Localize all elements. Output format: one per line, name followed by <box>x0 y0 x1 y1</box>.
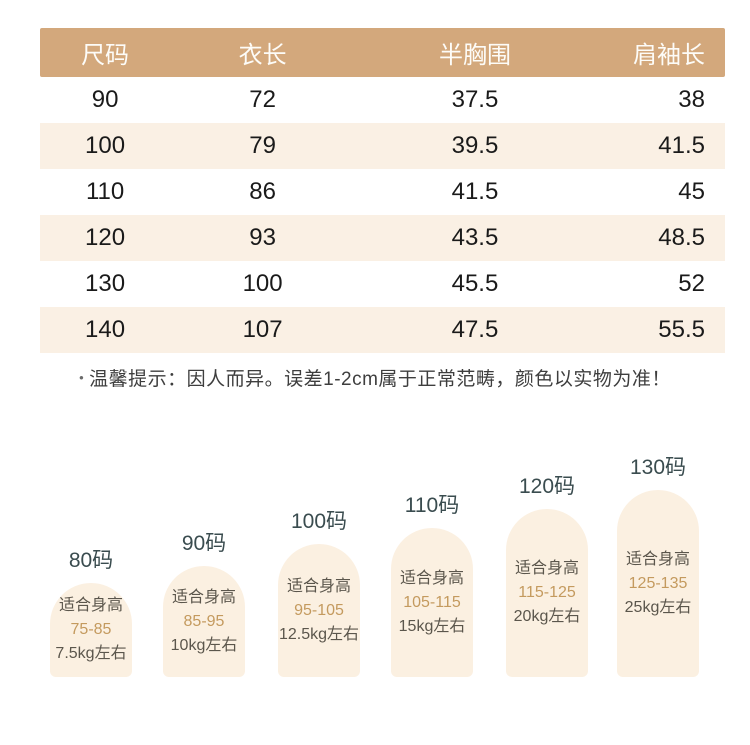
bar-height-range: 125-135 <box>628 574 688 592</box>
bar-weight: 10kg左右 <box>170 636 238 654</box>
table-cell: 72 <box>249 86 276 113</box>
table-row: 140 107 47.5 55.5 <box>40 307 725 353</box>
bar-shape: 适合身高 95-105 12.5kg左右 <box>278 544 360 677</box>
bar-height-range: 95-105 <box>294 601 344 619</box>
bar-fit-height-title: 适合身高 <box>399 569 464 587</box>
table-cell: 79 <box>249 132 276 159</box>
table-cell: 47.5 <box>451 316 499 343</box>
height-weight-bar-chart: 80码 适合身高 75-85 7.5kg左右 90码 适合身高 85-95 10kg左右 100… <box>0 440 750 745</box>
table-cell: 93 <box>249 224 276 251</box>
table-cell: 86 <box>249 178 276 205</box>
size-bar-group: 120码适合身高 115-125 20kg左右 <box>506 475 588 677</box>
bar-size-label: 80码 <box>68 549 114 572</box>
size-bar-group: 80码适合身高 75-85 7.5kg左右 <box>50 549 132 677</box>
bar-fit-height-title: 适合身高 <box>625 550 690 568</box>
bar-weight: 15kg左右 <box>398 617 466 635</box>
note-bullet-icon: • <box>79 370 85 385</box>
table-cell: 39.5 <box>451 132 499 159</box>
table-cell: 52 <box>678 270 705 297</box>
table-cell: 37.5 <box>451 86 499 113</box>
table-row: 110 86 41.5 45 <box>40 169 725 215</box>
table-cell: 130 <box>85 270 126 297</box>
table-cell: 41.5 <box>658 132 705 159</box>
bar-shape: 适合身高 115-125 20kg左右 <box>506 509 588 677</box>
table-cell: 55.5 <box>658 316 705 343</box>
size-bar-group: 100码适合身高 95-105 12.5kg左右 <box>278 510 360 677</box>
bar-height-range: 85-95 <box>183 612 225 630</box>
bar-shape: 适合身高 75-85 7.5kg左右 <box>50 583 132 677</box>
header-cell-1: 尺码 <box>81 42 130 69</box>
bar-size-label: 90码 <box>181 532 227 555</box>
bar-height-range: 105-115 <box>403 593 461 611</box>
table-cell: 45 <box>678 178 705 205</box>
size-bar-group: 110码适合身高 105-115 15kg左右 <box>391 494 473 677</box>
header-cell-2: 衣长 <box>238 42 287 69</box>
bar-height-range: 115-125 <box>518 584 576 601</box>
bar-weight: 7.5kg左右 <box>55 645 127 662</box>
table-cell: 90 <box>91 86 119 113</box>
table-row: 130 100 45.5 52 <box>40 261 725 307</box>
table-row: 120 93 43.5 48.5 <box>40 215 725 261</box>
table-cell: 38 <box>678 86 705 113</box>
note-text: 温馨提示：因人而异。误差1-2cm属于正常范畴，颜色以实物为准！ <box>89 369 671 390</box>
bar-shape: 适合身高 105-115 15kg左右 <box>391 528 473 677</box>
size-table: 尺码 衣长 半胸围 肩袖长 90 72 37.5 38 100 79 39.5 41.5 110 86 4… <box>40 28 725 353</box>
table-cell: 107 <box>242 316 283 343</box>
bar-weight: 25kg左右 <box>624 598 692 616</box>
bar-fit-height-title: 适合身高 <box>58 597 123 614</box>
table-cell: 48.5 <box>658 224 705 251</box>
table-cell: 120 <box>85 224 126 251</box>
bar-size-label: 110码 <box>404 494 460 517</box>
table-cell: 100 <box>85 132 126 159</box>
size-table-header-row: 尺码 衣长 半胸围 肩袖长 <box>40 28 725 77</box>
bar-height-range: 75-85 <box>70 621 112 638</box>
table-cell: 43.5 <box>451 224 499 251</box>
table-row: 90 72 37.5 38 <box>40 77 725 123</box>
tip-note: • 温馨提示：因人而异。误差1-2cm属于正常范畴，颜色以实物为准！ <box>0 364 750 391</box>
table-cell: 100 <box>242 270 283 297</box>
bar-weight: 12.5kg左右 <box>278 625 360 643</box>
header-cell-4: 肩袖长 <box>632 42 705 69</box>
bar-size-label: 100码 <box>290 510 348 533</box>
header-cell-3: 半胸围 <box>438 42 511 69</box>
bar-fit-height-title: 适合身高 <box>171 588 236 606</box>
size-table-body: 90 72 37.5 38 100 79 39.5 41.5 110 86 41.5 45 120 93 4… <box>40 77 725 353</box>
table-cell: 110 <box>85 178 125 205</box>
table-cell: 45.5 <box>451 270 499 297</box>
table-row: 100 79 39.5 41.5 <box>40 123 725 169</box>
table-cell: 41.5 <box>451 178 499 205</box>
bar-fit-height-title: 适合身高 <box>514 560 579 577</box>
bar-shape: 适合身高 125-135 25kg左右 <box>617 490 699 677</box>
size-bar-group: 130码适合身高 125-135 25kg左右 <box>617 456 699 677</box>
table-cell: 140 <box>85 316 126 343</box>
bar-size-label: 130码 <box>629 456 687 479</box>
bar-size-label: 120码 <box>518 475 576 498</box>
bar-weight: 20kg左右 <box>513 608 581 625</box>
size-bar-group: 90码适合身高 85-95 10kg左右 <box>163 532 245 677</box>
bar-shape: 适合身高 85-95 10kg左右 <box>163 566 245 677</box>
bar-fit-height-title: 适合身高 <box>286 577 351 595</box>
